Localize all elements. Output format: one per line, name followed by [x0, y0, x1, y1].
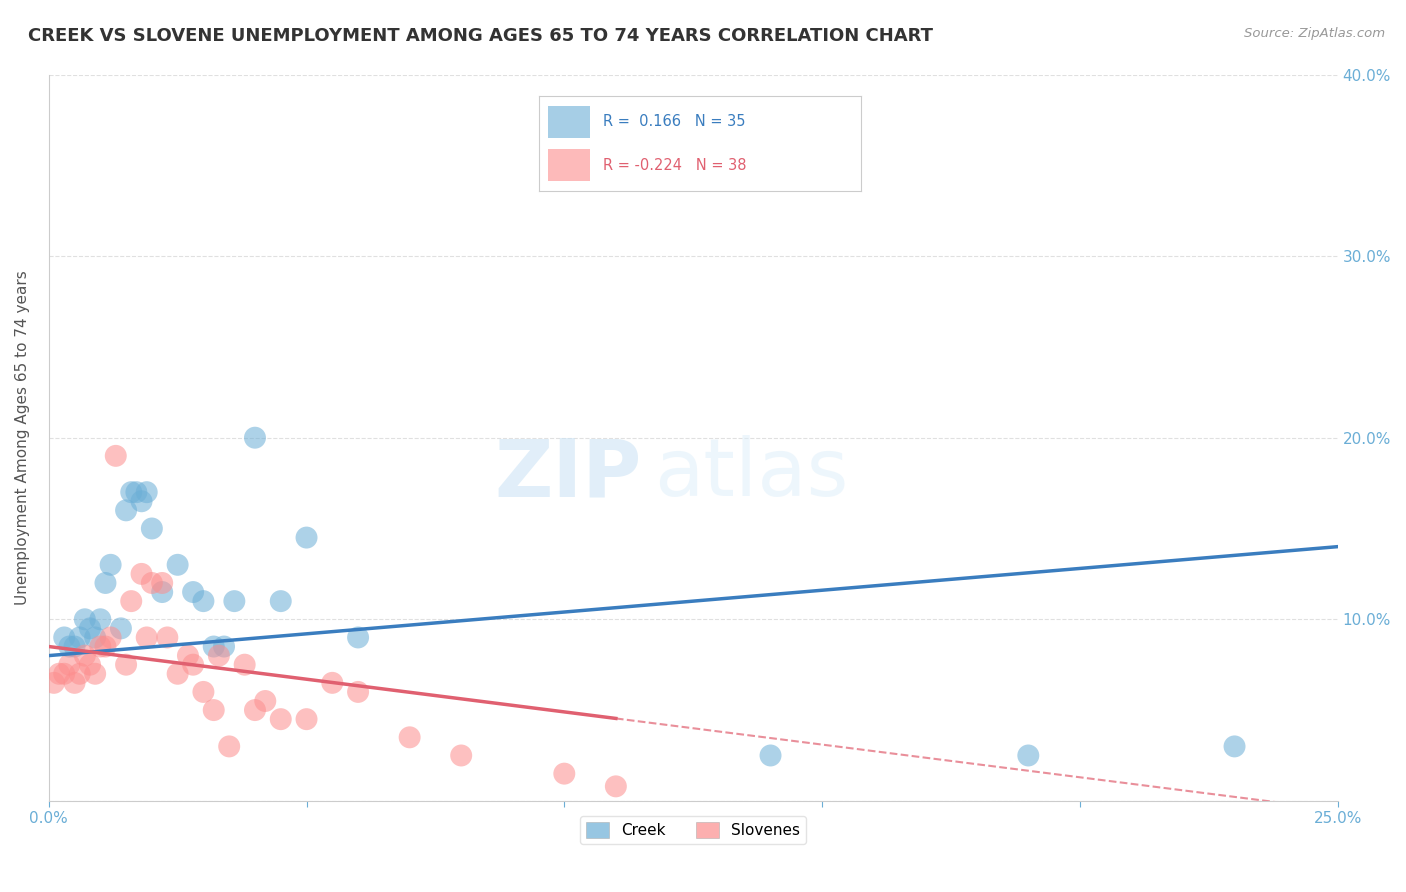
Point	[135, 631, 157, 645]
Point	[115, 503, 138, 517]
Legend: Creek, Slovenes: Creek, Slovenes	[579, 816, 807, 844]
Point	[73, 612, 96, 626]
Point	[398, 731, 420, 745]
Point	[202, 640, 225, 654]
Point	[233, 657, 256, 672]
Point	[58, 657, 80, 672]
Point	[243, 431, 266, 445]
Point	[270, 594, 292, 608]
Text: atlas: atlas	[655, 435, 849, 513]
Point	[243, 703, 266, 717]
Point	[89, 640, 111, 654]
Text: Source: ZipAtlas.com: Source: ZipAtlas.com	[1244, 27, 1385, 40]
Point	[1017, 748, 1039, 763]
Point	[605, 780, 627, 794]
Point	[120, 485, 142, 500]
Point	[141, 576, 163, 591]
Point	[120, 594, 142, 608]
Point	[53, 631, 76, 645]
Point	[218, 739, 240, 754]
Point	[48, 666, 70, 681]
Point	[89, 612, 111, 626]
Point	[141, 521, 163, 535]
Point	[270, 712, 292, 726]
Point	[1223, 739, 1246, 754]
Point	[42, 676, 65, 690]
Point	[53, 666, 76, 681]
Point	[69, 631, 91, 645]
Point	[100, 558, 122, 572]
Point	[79, 621, 101, 635]
Point	[181, 585, 204, 599]
Point	[181, 657, 204, 672]
Point	[193, 594, 215, 608]
Point	[131, 494, 153, 508]
Point	[94, 576, 117, 591]
Point	[79, 657, 101, 672]
Point	[193, 685, 215, 699]
Point	[73, 648, 96, 663]
Point	[125, 485, 148, 500]
Point	[347, 685, 370, 699]
Point	[321, 676, 343, 690]
Text: ZIP: ZIP	[495, 435, 641, 513]
Point	[295, 531, 318, 545]
Point	[69, 666, 91, 681]
Text: CREEK VS SLOVENE UNEMPLOYMENT AMONG AGES 65 TO 74 YEARS CORRELATION CHART: CREEK VS SLOVENE UNEMPLOYMENT AMONG AGES…	[28, 27, 934, 45]
Point	[553, 766, 575, 780]
Point	[759, 748, 782, 763]
Point	[94, 640, 117, 654]
Point	[150, 585, 173, 599]
Point	[135, 485, 157, 500]
Point	[450, 748, 472, 763]
Point	[150, 576, 173, 591]
Point	[131, 566, 153, 581]
Point	[104, 449, 127, 463]
Point	[84, 631, 107, 645]
Point	[84, 666, 107, 681]
Point	[58, 640, 80, 654]
Point	[254, 694, 277, 708]
Point	[224, 594, 246, 608]
Y-axis label: Unemployment Among Ages 65 to 74 years: Unemployment Among Ages 65 to 74 years	[15, 270, 30, 605]
Point	[166, 666, 188, 681]
Point	[110, 621, 132, 635]
Point	[177, 648, 200, 663]
Point	[100, 631, 122, 645]
Point	[166, 558, 188, 572]
Point	[212, 640, 235, 654]
Point	[63, 640, 86, 654]
Point	[347, 631, 370, 645]
Point	[63, 676, 86, 690]
Point	[156, 631, 179, 645]
Point	[115, 657, 138, 672]
Point	[295, 712, 318, 726]
Point	[202, 703, 225, 717]
Point	[208, 648, 231, 663]
